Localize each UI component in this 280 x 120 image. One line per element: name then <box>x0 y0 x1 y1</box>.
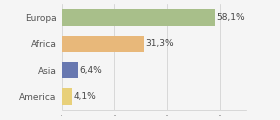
Text: 58,1%: 58,1% <box>216 13 245 22</box>
Bar <box>62 62 78 78</box>
Bar <box>62 9 215 26</box>
Bar <box>62 36 144 52</box>
Bar <box>62 88 73 105</box>
Text: 31,3%: 31,3% <box>146 39 174 48</box>
Text: 4,1%: 4,1% <box>74 92 97 101</box>
Text: 6,4%: 6,4% <box>80 66 102 75</box>
